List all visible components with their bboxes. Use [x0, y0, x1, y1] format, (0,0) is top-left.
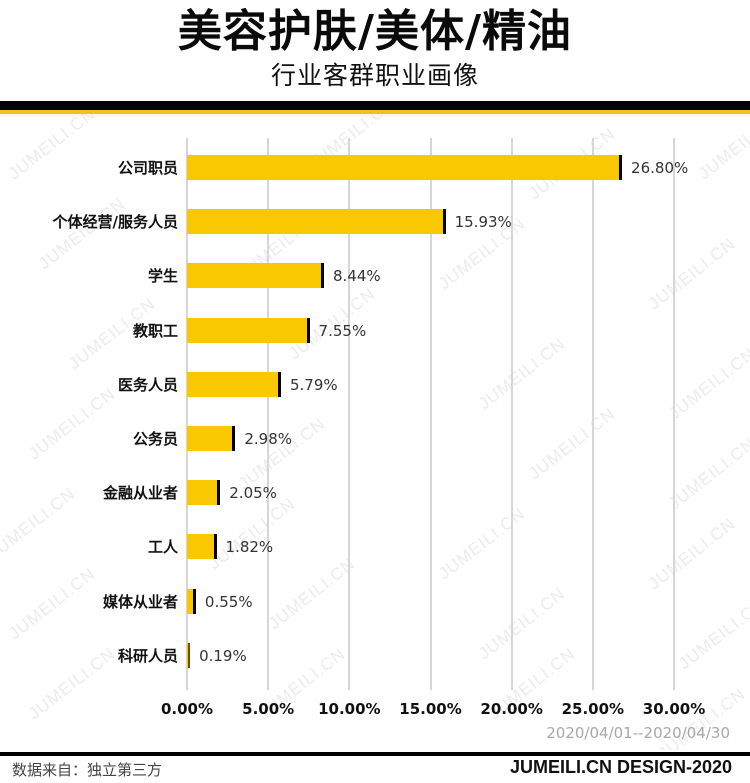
gridline — [348, 138, 351, 690]
bar-end-marker — [619, 155, 623, 180]
bar — [187, 588, 196, 614]
bar — [187, 209, 446, 235]
gridline — [429, 138, 432, 690]
bar — [187, 426, 236, 451]
value-label: 5.79% — [289, 375, 338, 394]
category-label: 科研人员 — [117, 646, 178, 665]
category-label: 公务员 — [132, 430, 178, 448]
category-label: 工人 — [147, 538, 178, 557]
header-band-yellow — [0, 110, 750, 114]
bar-end-marker — [188, 642, 191, 668]
bar-end-marker — [232, 426, 236, 451]
value-label: 7.55% — [318, 321, 367, 340]
gridline — [267, 138, 270, 690]
category-label: 医务人员 — [117, 375, 178, 394]
category-label: 学生 — [147, 267, 178, 286]
bar-end-marker — [277, 371, 281, 397]
bar — [187, 480, 221, 506]
value-label: 2.05% — [229, 484, 277, 503]
x-tick-label: 10.00% — [318, 700, 381, 718]
value-label: 2.98% — [244, 430, 293, 448]
bar — [187, 263, 324, 289]
data-source: 数据来自：独立第三方 — [12, 761, 163, 779]
value-label: 8.44% — [333, 267, 381, 286]
chart-title: 美容护肤/美体/精油 — [177, 6, 573, 57]
value-label: 0.55% — [204, 592, 253, 611]
chart-subtitle: 行业客群职业画像 — [270, 61, 479, 90]
category-label: 公司职员 — [117, 159, 178, 177]
bar-end-marker — [321, 263, 324, 289]
gridline — [591, 138, 594, 690]
gridline — [673, 138, 675, 690]
x-tick-label: 30.00% — [642, 700, 706, 718]
bar-end-marker — [192, 588, 196, 614]
gridline — [510, 138, 513, 690]
x-tick-label: 20.00% — [480, 700, 543, 718]
gridline — [186, 138, 188, 690]
value-label: 1.82% — [225, 538, 274, 557]
footer-divider — [0, 752, 750, 756]
bar — [187, 371, 281, 397]
date-range: 2020/04/01--2020/04/30 — [546, 724, 730, 742]
brand-credit: JUMEILI.CN DESIGN-2020 — [509, 757, 732, 777]
category-label: 教职工 — [132, 321, 178, 340]
value-label: 26.80% — [631, 159, 689, 177]
value-label: 15.93% — [454, 213, 512, 232]
bar-end-marker — [213, 534, 217, 560]
category-label: 金融从业者 — [102, 484, 178, 503]
bar-end-marker — [217, 480, 221, 506]
bar-end-marker — [442, 209, 446, 235]
category-label: 个体经营/服务人员 — [52, 213, 178, 232]
bar — [187, 642, 191, 668]
bar — [187, 317, 310, 343]
x-tick-label: 0.00% — [160, 700, 214, 718]
header-band-black — [0, 101, 750, 110]
value-label: 0.19% — [199, 646, 247, 665]
bar — [187, 155, 623, 180]
bar-end-marker — [306, 317, 310, 343]
x-tick-label: 15.00% — [399, 700, 462, 718]
x-tick-label: 5.00% — [242, 700, 295, 718]
bar — [187, 534, 217, 560]
x-tick-label: 25.00% — [561, 700, 625, 718]
category-label: 媒体从业者 — [102, 592, 178, 611]
